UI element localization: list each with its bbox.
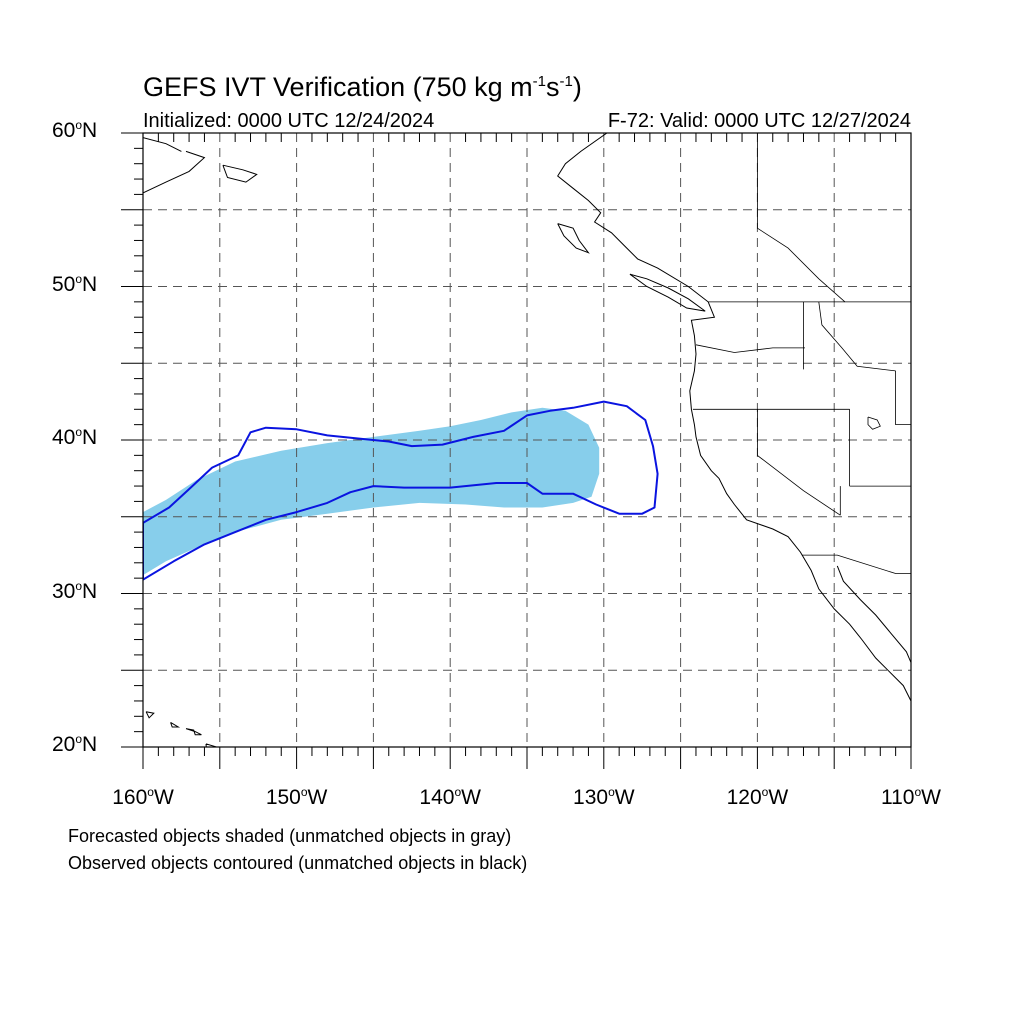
coastline-north-america [557,133,911,702]
lat-tick-value: 40 [52,426,76,449]
initialized-label: Initialized: 0000 UTC 12/24/2024 [143,110,435,132]
lat-tick-label: 30oN [52,578,98,603]
coastline-haida-gwaii [557,223,590,254]
lat-tick-value: 60 [52,119,76,142]
title-exponent: -1 [559,73,573,90]
coastline-hawaii-1 [145,711,155,719]
border-wa-or [695,344,805,353]
coastline-alaska-top [143,137,182,152]
forecast-object-shading [143,407,600,576]
coastline-hawaii-3 [185,728,202,736]
lon-tick-label: 130oW [573,785,635,809]
lat-tick-suffix: N [82,733,98,756]
border-us-mexico [801,554,911,574]
legend-note-forecast: Forecasted objects shaded (unmatched obj… [68,826,512,846]
lon-tick-value: 130 [573,786,609,809]
title-text-part: s [546,72,560,102]
lake-salt-lake [867,416,881,430]
chart-title: GEFS IVT Verification (750 kg m-1s-1) [143,70,582,104]
lon-tick-label: 150oW [265,785,328,809]
lon-tick-label: 120oW [726,785,789,809]
title-text-part: GEFS IVT Verification (750 kg m [143,72,533,102]
lat-tick-label: 50oN [52,271,98,296]
lat-tick-value: 20 [52,733,76,756]
title-text-part: ) [572,72,582,102]
lon-tick-suffix: W [768,786,789,809]
lon-tick-suffix: W [461,786,481,809]
lat-tick-suffix: N [82,272,98,296]
lat-tick-suffix: N [82,119,98,142]
border-ut-wy [895,370,911,426]
observed-object-contour [143,400,659,581]
lon-tick-value: 140 [419,786,455,809]
coastline-vancouver-island [629,273,706,312]
lon-tick-value: 160 [112,786,148,809]
coastline-kodiak [222,164,258,183]
lon-tick-value: 150 [265,786,301,809]
border-bc-alberta [757,133,846,303]
lon-tick-value: 110 [881,786,915,809]
lon-tick-label: 140oW [419,785,481,809]
title-exponent: -1 [532,73,546,90]
lon-tick-suffix: W [921,786,941,809]
coastline-alaska-fragment [143,150,206,194]
lon-tick-suffix: W [153,786,174,809]
coastline-gulf-of-california [836,565,911,663]
lon-tick-value: 120 [726,786,762,809]
lat-tick-suffix: N [82,579,98,603]
legend-note-observed: Observed objects contoured (unmatched ob… [68,853,528,873]
lat-tick-value: 30 [52,579,76,603]
lat-tick-label: 20oN [52,732,98,756]
border-ca-nv [757,409,841,516]
lon-tick-suffix: W [307,786,328,809]
lon-tick-label: 160oW [112,785,174,809]
valid-time-label: F-72: Valid: 0000 UTC 12/27/2024 [607,110,911,132]
lon-tick-suffix: W [614,786,635,809]
coastline-hawaii-4 [205,743,218,747]
lat-tick-label: 40oN [52,425,98,449]
coastline-hawaii-2 [170,721,181,728]
lat-tick-suffix: N [82,426,98,449]
lat-tick-label: 60oN [52,118,98,142]
lat-tick-value: 50 [52,272,76,296]
lon-tick-label: 110oW [881,785,941,809]
border-id-mt [818,301,896,372]
